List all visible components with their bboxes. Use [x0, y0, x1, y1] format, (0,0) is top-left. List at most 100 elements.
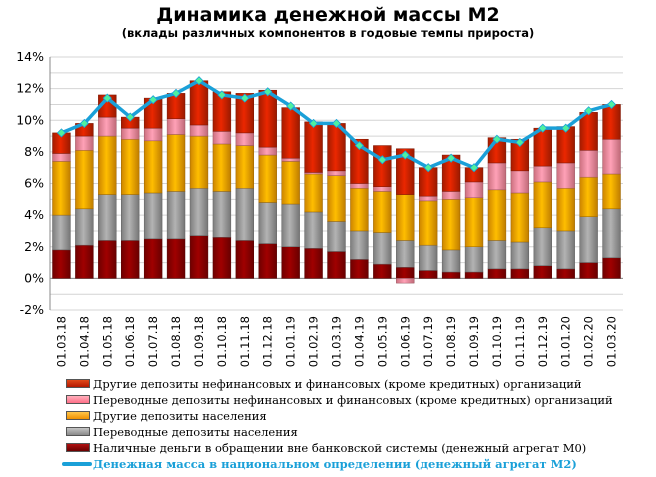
- m2-point: [331, 118, 342, 128]
- m2-point: [492, 134, 502, 144]
- bar-segment: [281, 161, 300, 205]
- bar-segment: [396, 240, 415, 268]
- bar-segment: [510, 192, 530, 243]
- bar-segment: [258, 89, 277, 148]
- bar-segment: [52, 161, 71, 216]
- bar-segment: [579, 262, 598, 279]
- bar-segment: [464, 246, 484, 273]
- bar-segment: [350, 259, 369, 279]
- bar-segment: [373, 232, 392, 265]
- x-tick-label: 01.09.18: [192, 316, 206, 367]
- m2-point: [584, 106, 594, 116]
- x-tick-label: 01.01.19: [284, 316, 298, 367]
- bar-segment: [556, 187, 575, 232]
- bar-segment: [602, 257, 621, 279]
- x-tick-label: 01.12.19: [536, 316, 550, 367]
- bar-segment: [396, 278, 415, 284]
- y-tick-label: -2%: [20, 302, 44, 317]
- y-tick-label: 10%: [16, 112, 44, 127]
- legend-label: Переводные депозиты нефинансовых и финан…: [93, 393, 613, 407]
- m2-point: [263, 87, 273, 97]
- bar-segment: [98, 240, 117, 279]
- bar-segment: [75, 244, 94, 279]
- bar-segment: [327, 251, 346, 279]
- m2-point: [286, 101, 296, 111]
- bar-stacks: [52, 80, 621, 284]
- bar-segment: [281, 246, 300, 279]
- x-tick-label: 01.08.19: [444, 316, 458, 367]
- x-tick-label: 01.11.18: [238, 316, 252, 367]
- bar-segment: [98, 116, 117, 137]
- y-tick-label: 4%: [24, 207, 44, 222]
- chart-title: Динамика денежной массы М2: [156, 4, 500, 26]
- bar-segment: [396, 267, 415, 279]
- bar-segment: [464, 271, 484, 279]
- x-tick-label: 01.07.19: [421, 316, 435, 367]
- m2-point: [125, 112, 135, 122]
- m2-point: [538, 123, 548, 133]
- legend-swatch: [66, 443, 90, 452]
- bar-segment: [212, 191, 232, 238]
- bar-segment: [235, 187, 255, 241]
- bar-segment: [212, 237, 232, 279]
- legend-swatch: [66, 411, 90, 420]
- y-tick-label: 8%: [24, 144, 44, 159]
- bar-segment: [52, 214, 71, 251]
- bar-segment: [418, 200, 438, 246]
- bar-segment: [487, 162, 507, 191]
- bar-segment: [373, 263, 392, 279]
- bar-segment: [487, 240, 507, 270]
- m2-point: [217, 90, 227, 100]
- chart-svg: -2%0%2%4%6%8%10%12%14% 01.03.18 01.04.18 0…: [16, 49, 623, 367]
- chart-subtitle: (вклады различных компонентов в годовые …: [121, 26, 535, 40]
- legend-label: Другие депозиты нефинансовых и финансовы…: [93, 377, 582, 391]
- m2-point: [354, 140, 364, 151]
- bar-segment: [533, 227, 552, 266]
- bar-segment: [75, 135, 94, 151]
- legend-item: Переводные депозиты населения: [62, 424, 652, 440]
- bar-segment: [75, 208, 94, 246]
- bar-segment: [189, 187, 209, 236]
- bar-segment: [166, 191, 186, 240]
- bar-segment: [579, 112, 598, 151]
- m2-point: [561, 123, 571, 133]
- bar-segment: [258, 243, 277, 279]
- bar-segment: [143, 238, 163, 279]
- bar-segment: [121, 194, 140, 241]
- legend-item: Переводные депозиты нефинансовых и финан…: [62, 392, 652, 408]
- m2-point: [515, 137, 525, 147]
- m2-point: [194, 76, 204, 86]
- bar-segment: [418, 244, 438, 271]
- bar-segment: [166, 134, 186, 192]
- bar-segment: [258, 146, 277, 156]
- bar-segment: [304, 173, 323, 213]
- bar-segment: [350, 230, 369, 260]
- m2-point: [240, 93, 250, 103]
- x-tick-label: 01.01.20: [559, 316, 573, 367]
- x-axis-ticks: 01.03.18 01.04.18 01.05.18 01.06.18 01.07.18…: [54, 316, 618, 367]
- x-tick-label: 01.12.18: [261, 316, 275, 367]
- m2-point: [56, 128, 67, 138]
- bar-segment: [533, 165, 552, 183]
- bar-segment: [418, 195, 438, 202]
- m2-point: [309, 118, 319, 128]
- m2-point: [400, 150, 410, 160]
- x-tick-label: 01.03.20: [605, 316, 619, 367]
- bar-segment: [143, 140, 163, 194]
- bar-segment: [143, 192, 163, 240]
- bar-segment: [487, 268, 507, 279]
- m2-point: [423, 163, 433, 173]
- y-tick-label: 6%: [24, 176, 44, 191]
- m2-point: [446, 153, 456, 163]
- y-tick-label: 14%: [16, 49, 44, 64]
- bar-segment: [464, 181, 484, 198]
- legend-swatch: [66, 395, 90, 404]
- bar-segment: [189, 135, 209, 189]
- m2-point: [469, 163, 479, 173]
- m2-point: [606, 99, 617, 110]
- y-axis-ticks: -2% 0% 2% 4% 6% 8% 10% 12% 14%: [16, 49, 44, 317]
- bar-segment: [304, 248, 323, 279]
- m2-point: [377, 155, 387, 165]
- m2-point: [148, 95, 158, 105]
- bar-segment: [281, 157, 300, 162]
